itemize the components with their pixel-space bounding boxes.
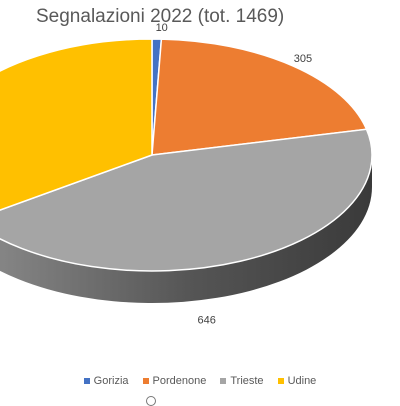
legend-item-trieste[interactable]: Trieste xyxy=(220,375,264,387)
legend-item-gorizia[interactable]: Gorizia xyxy=(83,375,129,387)
chart-title: Segnalazioni 2022 (tot. 1469) xyxy=(36,6,285,27)
handle-icon xyxy=(146,396,156,406)
data-label-pordenone: 305 xyxy=(294,53,312,65)
legend-label-trieste: Trieste xyxy=(230,375,264,387)
data-label-gorizia: 10 xyxy=(156,22,168,34)
legend-item-udine[interactable]: Udine xyxy=(277,375,317,387)
pie-slice-pordenone[interactable] xyxy=(151,38,368,156)
legend-swatch-gorizia xyxy=(83,378,90,384)
pie-slice-udine[interactable] xyxy=(0,38,153,221)
chart-legend: Gorizia Pordenone Trieste Udine xyxy=(0,375,400,387)
legend-item-pordenone[interactable]: Pordenone xyxy=(142,375,207,387)
pie-slice-trieste[interactable] xyxy=(0,128,373,272)
data-label-trieste: 646 xyxy=(198,314,216,326)
legend-swatch-pordenone xyxy=(142,378,149,384)
legend-swatch-trieste xyxy=(220,378,227,384)
legend-label-pordenone: Pordenone xyxy=(152,375,207,387)
legend-label-gorizia: Gorizia xyxy=(93,375,129,387)
legend-swatch-udine xyxy=(277,378,284,384)
pie-side-trieste xyxy=(0,155,372,303)
legend-label-udine: Udine xyxy=(287,375,317,387)
